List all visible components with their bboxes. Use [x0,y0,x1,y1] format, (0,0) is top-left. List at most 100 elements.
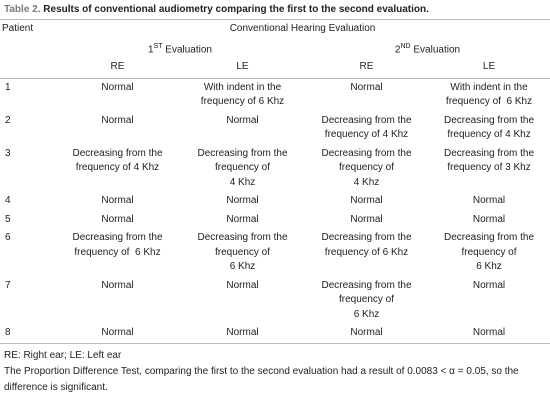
footnote: The Proportion Difference Test, comparin… [4,365,519,393]
table-cell: Normal [180,324,305,344]
cell-line: frequency of 6 Khz [445,96,533,108]
patient-cell: 5 [5,213,11,225]
table-cell: Normal [305,192,428,211]
cell-line: frequency of [214,246,271,258]
table-cell: Normal [55,277,180,325]
patient-cell: 7 [5,279,11,291]
table-row: 7 Normal Normal Decreasing from the frequenc… [0,277,550,325]
caption-label: Table 2. [4,4,41,15]
cell-line: Decreasing from the [321,279,412,291]
patient-cell: 4 [5,195,11,207]
evaluation-ordinal: ST [153,42,163,50]
table-cell: Normal [55,192,180,211]
table: Patient Conventional Hearing Evaluation 1S… [0,20,550,344]
patient-cell: 1 [5,81,11,93]
table-cell: Normal [55,78,180,112]
table-cell: With indent in the frequency of 6 Khz [428,78,550,112]
table-cell: Decreasing from the frequency of 6 Khz [305,277,428,325]
cell-line: 4 Khz [229,176,256,188]
table-row: 5 Normal Normal Normal Normal [0,211,550,230]
patient-cell: 6 [5,232,11,244]
header-cell: LE [428,58,550,79]
header-row: RE LE RE LE [0,58,550,79]
table-cell: Decreasing from the frequency of 4 Khz [305,145,428,193]
table-cell: Normal [305,78,428,112]
evaluation-label: Evaluation [162,43,212,55]
cell-line: Decreasing from the [72,232,163,244]
cell-line: frequency of [214,162,271,174]
table-row: 4 Normal Normal Normal Normal [0,192,550,211]
caption: Table 2. Results of conventional audiome… [0,0,550,20]
cell-line: Normal [472,327,506,339]
cell-line: 6 Khz [229,261,256,273]
cell-line: Normal [350,81,383,93]
cell-line: Normal [101,327,134,339]
table-cell: With indent in the frequency of 6 Khz [180,78,305,112]
cell-line: Normal [472,279,506,291]
cell-line: With indent in the [450,81,528,93]
table-cell: Decreasing from the frequency of 4 Khz [55,145,180,193]
cell-line: Normal [101,81,134,93]
cell-line: 6 Khz [476,261,502,273]
header-cell: RE [305,58,428,79]
table-cell: Normal [428,211,550,230]
cell-line: Normal [226,327,259,339]
table-cell: Normal [180,211,305,230]
table-cell: Decreasing from the frequency of 4 Khz [428,112,550,145]
header-cell: 1ST Evaluation [55,38,305,59]
cell-line: Decreasing from the [197,232,288,244]
cell-line: Normal [472,195,506,207]
cell-line: Normal [472,213,506,225]
table-cell: Decreasing from the frequency of 4 Khz [305,112,428,145]
header-cell: Conventional Hearing Evaluation [229,23,376,34]
table-cell: Decreasing from the frequency of 6 Khz [55,229,180,277]
cell-line: Decreasing from the [443,114,535,126]
caption-title: Results of conventional audiometry compa… [43,4,429,15]
cell-line: frequency of [338,294,395,306]
header-cell: Patient [2,23,34,34]
table-cell: Decreasing from the frequency of 4 Khz [180,145,305,193]
patient-cell: 8 [0,324,55,344]
header-cell [0,38,55,59]
cell-line: Decreasing from the [443,147,535,159]
cell-line: Normal [226,213,259,225]
header-row: Patient Conventional Hearing Evaluation [0,20,550,38]
cell-line: Normal [101,279,134,291]
cell-line: frequency of 4 Khz [324,129,409,141]
patient-cell: 3 [5,147,11,159]
table-row: 2 Normal Normal Decreasing from the frequenc… [0,112,550,145]
cell-line: frequency of [338,162,395,174]
table-cell: Normal [428,277,550,325]
cell-line: Normal [101,195,134,207]
cell-line: Normal [226,279,259,291]
table-row: 3 Decreasing from the frequency of 4 Khz De… [0,145,550,193]
table-cell: Normal [305,324,428,344]
table-row: 8 Normal Normal Normal Normal [0,324,550,344]
header-cell [0,58,55,79]
table-cell: Normal [180,277,305,325]
header-cell: 2ND Evaluation [305,38,550,59]
cell-line: frequency of 6 Khz [200,96,285,108]
cell-line: frequency of 6 Khz [324,246,409,258]
footnotes: RE: Right ear; LE: Left ear The Proportio… [0,344,550,396]
table-cell: Decreasing from the frequency of 6 Khz [428,229,550,277]
header-cell: LE [180,58,305,79]
patient-cell: 2 [5,114,11,126]
cell-line: frequency of 3 Khz [447,162,531,174]
table-cell: Normal [180,112,305,145]
table-cell: Normal [55,324,180,344]
cell-line: Normal [101,213,134,225]
footnote: RE: Right ear; LE: Left ear [4,349,122,361]
cell-line: Decreasing from the [321,232,412,244]
table-cell: Normal [55,211,180,230]
cell-line: Decreasing from the [72,147,163,159]
cell-line: frequency of 4 Khz [447,129,531,141]
header-cell: RE [55,58,180,79]
table-cell: Decreasing from the frequency of 6 Khz [305,229,428,277]
cell-line: frequency of [461,246,517,258]
evaluation-label: Evaluation [410,43,461,55]
cell-line: Normal [226,114,259,126]
evaluation-number: 1 [148,43,154,55]
evaluation-ordinal: ND [400,42,411,50]
